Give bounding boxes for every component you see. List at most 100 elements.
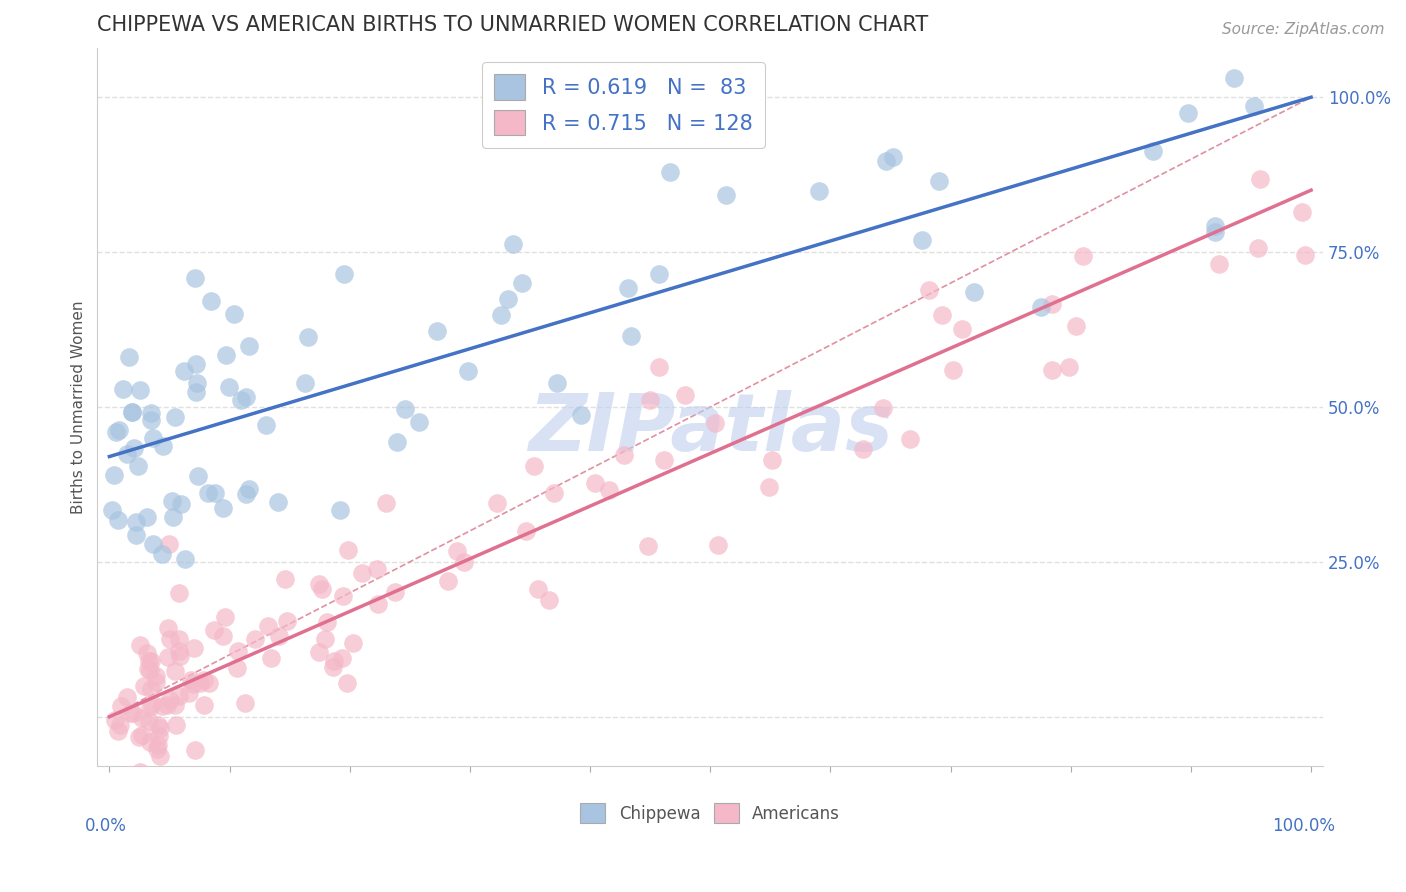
Point [198,675,221,690]
Point [136,646,159,660]
Point [613,448,636,462]
Point [122,441,145,455]
Point [141,697,163,711]
Point [394,401,416,416]
Point [193,698,215,712]
Point [110,718,132,732]
Point [184,271,207,285]
Point [159,693,181,707]
Point [314,632,336,646]
Point [101,503,124,517]
Point [112,382,135,396]
Point [163,664,186,678]
Point [128,730,150,744]
Point [297,329,319,343]
Point [226,643,249,657]
Point [898,432,921,446]
Point [598,483,620,497]
Point [1204,219,1226,233]
Point [1040,297,1063,311]
Point [510,276,533,290]
Point [515,524,537,538]
Point [1249,171,1271,186]
Point [157,650,180,665]
Point [350,566,373,581]
Point [308,576,330,591]
Point [107,423,129,437]
Point [145,668,167,682]
Point [638,392,661,407]
Point [193,673,215,687]
Point [1247,241,1270,255]
Point [127,780,149,794]
Point [332,589,354,603]
Point [180,673,202,687]
Point [707,539,730,553]
Point [145,675,167,690]
Point [659,165,682,179]
Point [875,154,897,169]
Point [254,418,277,433]
Point [139,681,162,696]
Point [647,267,669,281]
Point [648,359,671,374]
Point [256,619,278,633]
Point [181,677,204,691]
Point [1018,24,1040,38]
Point [446,543,468,558]
Point [110,698,132,713]
Point [167,689,190,703]
Point [1142,144,1164,158]
Point [1177,106,1199,120]
Point [617,280,640,294]
Point [128,764,150,779]
Point [1243,99,1265,113]
Point [138,654,160,668]
Point [122,706,145,720]
Point [457,364,479,378]
Point [963,285,986,299]
Point [149,721,172,735]
Point [233,696,256,710]
Point [758,479,780,493]
Point [142,537,165,551]
Point [188,676,211,690]
Point [911,233,934,247]
Point [121,405,143,419]
Point [1064,319,1087,334]
Point [104,714,127,728]
Point [1222,71,1244,86]
Point [1071,249,1094,263]
Point [115,768,138,782]
Point [267,495,290,509]
Point [235,487,257,501]
Point [238,339,260,353]
Point [139,735,162,749]
Text: 0.0%: 0.0% [86,817,127,835]
Point [569,408,592,422]
Point [342,636,364,650]
Y-axis label: Births to Unmarried Women: Births to Unmarried Women [72,301,86,514]
Point [274,573,297,587]
Point [543,486,565,500]
Text: 100.0%: 100.0% [1272,817,1336,835]
Point [184,384,207,399]
Point [170,497,193,511]
Point [146,742,169,756]
Point [120,706,142,721]
Point [128,780,150,795]
Point [160,494,183,508]
Point [214,610,236,624]
Text: Source: ZipAtlas.com: Source: ZipAtlas.com [1222,22,1385,37]
Point [218,380,240,394]
Point [276,614,298,628]
Point [183,641,205,656]
Point [184,742,207,756]
Point [1208,258,1230,272]
Point [215,349,238,363]
Point [437,574,460,588]
Point [714,187,737,202]
Point [366,562,388,576]
Point [169,649,191,664]
Point [1291,204,1313,219]
